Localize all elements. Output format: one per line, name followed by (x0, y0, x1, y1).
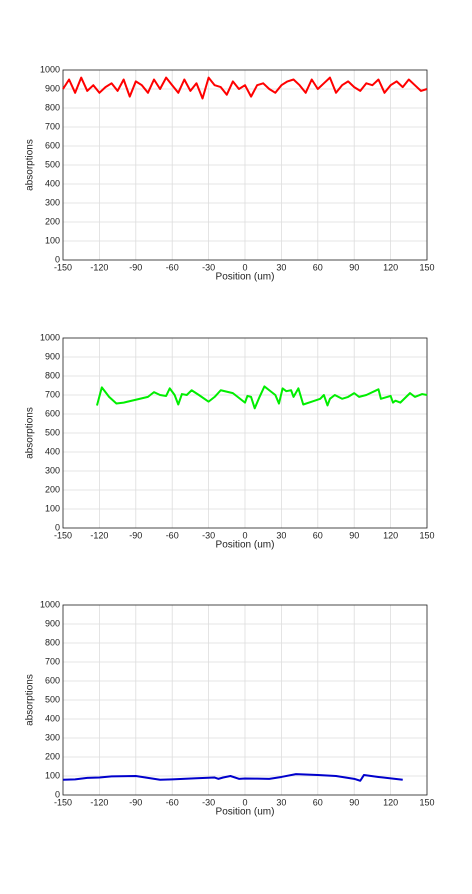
x-tick-label: -120 (90, 797, 108, 807)
x-tick-label: -150 (54, 797, 72, 807)
x-tick-label: 150 (419, 530, 434, 540)
y-tick-label: 400 (45, 713, 60, 723)
y-tick-label: 0 (55, 522, 60, 532)
y-tick-label: 600 (45, 675, 60, 685)
y-axis-label: absorptions (25, 674, 36, 726)
y-tick-label: 500 (45, 427, 60, 437)
y-tick-label: 600 (45, 408, 60, 418)
x-tick-label: -60 (166, 797, 179, 807)
x-tick-label: -120 (90, 530, 108, 540)
x-tick-label: 60 (313, 262, 323, 272)
x-tick-label: -90 (129, 797, 142, 807)
y-tick-label: 500 (45, 159, 60, 169)
y-tick-label: 100 (45, 235, 60, 245)
y-tick-label: 300 (45, 465, 60, 475)
y-tick-label: 300 (45, 732, 60, 742)
x-tick-label: -60 (166, 530, 179, 540)
data-line (62, 773, 403, 782)
x-tick-label: 0 (242, 797, 247, 807)
x-tick-label: -60 (166, 262, 179, 272)
y-axis-label: absorptions (25, 139, 36, 191)
y-tick-label: 900 (45, 351, 60, 361)
y-tick-label: 500 (45, 694, 60, 704)
y-tick-label: 600 (45, 140, 60, 150)
y-tick-label: 400 (45, 446, 60, 456)
y-tick-label: 1000 (40, 599, 60, 609)
y-tick-label: 400 (45, 178, 60, 188)
y-tick-label: 200 (45, 484, 60, 494)
x-tick-label: -30 (202, 797, 215, 807)
y-tick-label: 200 (45, 216, 60, 226)
x-axis-label: Position (um) (216, 540, 275, 551)
y-tick-label: 900 (45, 83, 60, 93)
x-tick-label: -30 (202, 262, 215, 272)
x-tick-label: 120 (383, 797, 398, 807)
x-tick-label: 90 (349, 797, 359, 807)
y-tick-label: 100 (45, 503, 60, 513)
y-tick-label: 700 (45, 656, 60, 666)
plot-frame (62, 604, 428, 796)
x-tick-label: 0 (242, 262, 247, 272)
y-tick-label: 200 (45, 751, 60, 761)
y-axis-label: absorptions (25, 407, 36, 459)
x-tick-label: 30 (276, 797, 286, 807)
x-tick-label: 150 (419, 262, 434, 272)
x-tick-label: -90 (129, 262, 142, 272)
y-tick-label: 300 (45, 197, 60, 207)
y-tick-label: 800 (45, 370, 60, 380)
x-tick-label: 90 (349, 262, 359, 272)
x-tick-label: -90 (129, 530, 142, 540)
x-tick-label: -120 (90, 262, 108, 272)
y-tick-label: 1000 (40, 332, 60, 342)
x-tick-label: 30 (276, 530, 286, 540)
x-tick-label: 60 (313, 530, 323, 540)
x-tick-label: -150 (54, 262, 72, 272)
data-line (62, 76, 428, 100)
x-tick-label: 120 (383, 262, 398, 272)
x-tick-label: 0 (242, 530, 247, 540)
x-tick-label: 90 (349, 530, 359, 540)
y-tick-label: 800 (45, 102, 60, 112)
x-tick-label: -30 (202, 530, 215, 540)
x-tick-label: 150 (419, 797, 434, 807)
plot-frame (62, 69, 428, 261)
x-axis-label: Position (um) (216, 272, 275, 283)
plot-frame (62, 337, 428, 529)
x-tick-label: 120 (383, 530, 398, 540)
y-tick-label: 800 (45, 637, 60, 647)
y-tick-label: 700 (45, 121, 60, 131)
y-tick-label: 1000 (40, 64, 60, 74)
y-tick-label: 0 (55, 789, 60, 799)
x-tick-label: 30 (276, 262, 286, 272)
x-tick-label: 60 (313, 797, 323, 807)
x-tick-label: -150 (54, 530, 72, 540)
y-tick-label: 900 (45, 618, 60, 628)
x-axis-label: Position (um) (216, 807, 275, 818)
y-tick-label: 100 (45, 770, 60, 780)
data-line (96, 385, 428, 410)
y-tick-label: 0 (55, 254, 60, 264)
y-tick-label: 700 (45, 389, 60, 399)
